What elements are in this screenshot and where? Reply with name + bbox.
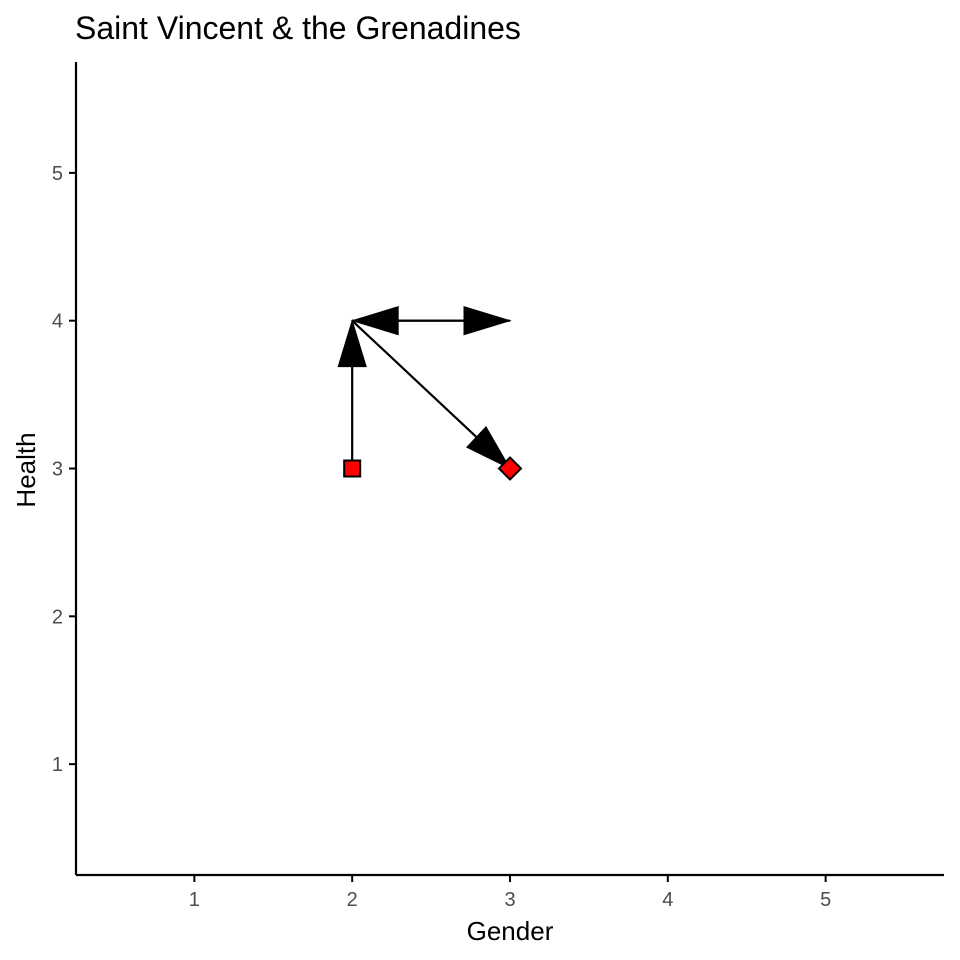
y-tick-label: 1	[52, 754, 63, 776]
x-tick-label: 2	[347, 889, 358, 911]
arrow-head	[337, 318, 367, 368]
chart-title: Saint Vincent & the Grenadines	[75, 10, 521, 46]
x-tick-label: 4	[662, 889, 673, 911]
x-axis-title: Gender	[467, 916, 554, 946]
y-axis-title: Health	[11, 432, 41, 507]
square-point	[343, 459, 362, 478]
x-axis-ticks: 1 2 3 4 5	[189, 875, 831, 911]
y-tick-label: 3	[52, 459, 63, 481]
data-points	[343, 456, 523, 481]
arrow-line	[351, 319, 478, 438]
y-tick-label: 2	[52, 606, 63, 628]
arrow-head	[466, 426, 512, 470]
y-tick-label: 5	[52, 163, 63, 185]
y-tick-label: 4	[52, 311, 63, 333]
x-tick-label: 3	[504, 889, 515, 911]
arrows	[337, 306, 512, 470]
arrow-head	[350, 306, 399, 336]
x-tick-label: 5	[820, 889, 831, 911]
x-tick-label: 1	[189, 889, 200, 911]
diamond-point	[497, 456, 523, 481]
y-axis-ticks: 1 2 3 4 5	[52, 163, 76, 776]
